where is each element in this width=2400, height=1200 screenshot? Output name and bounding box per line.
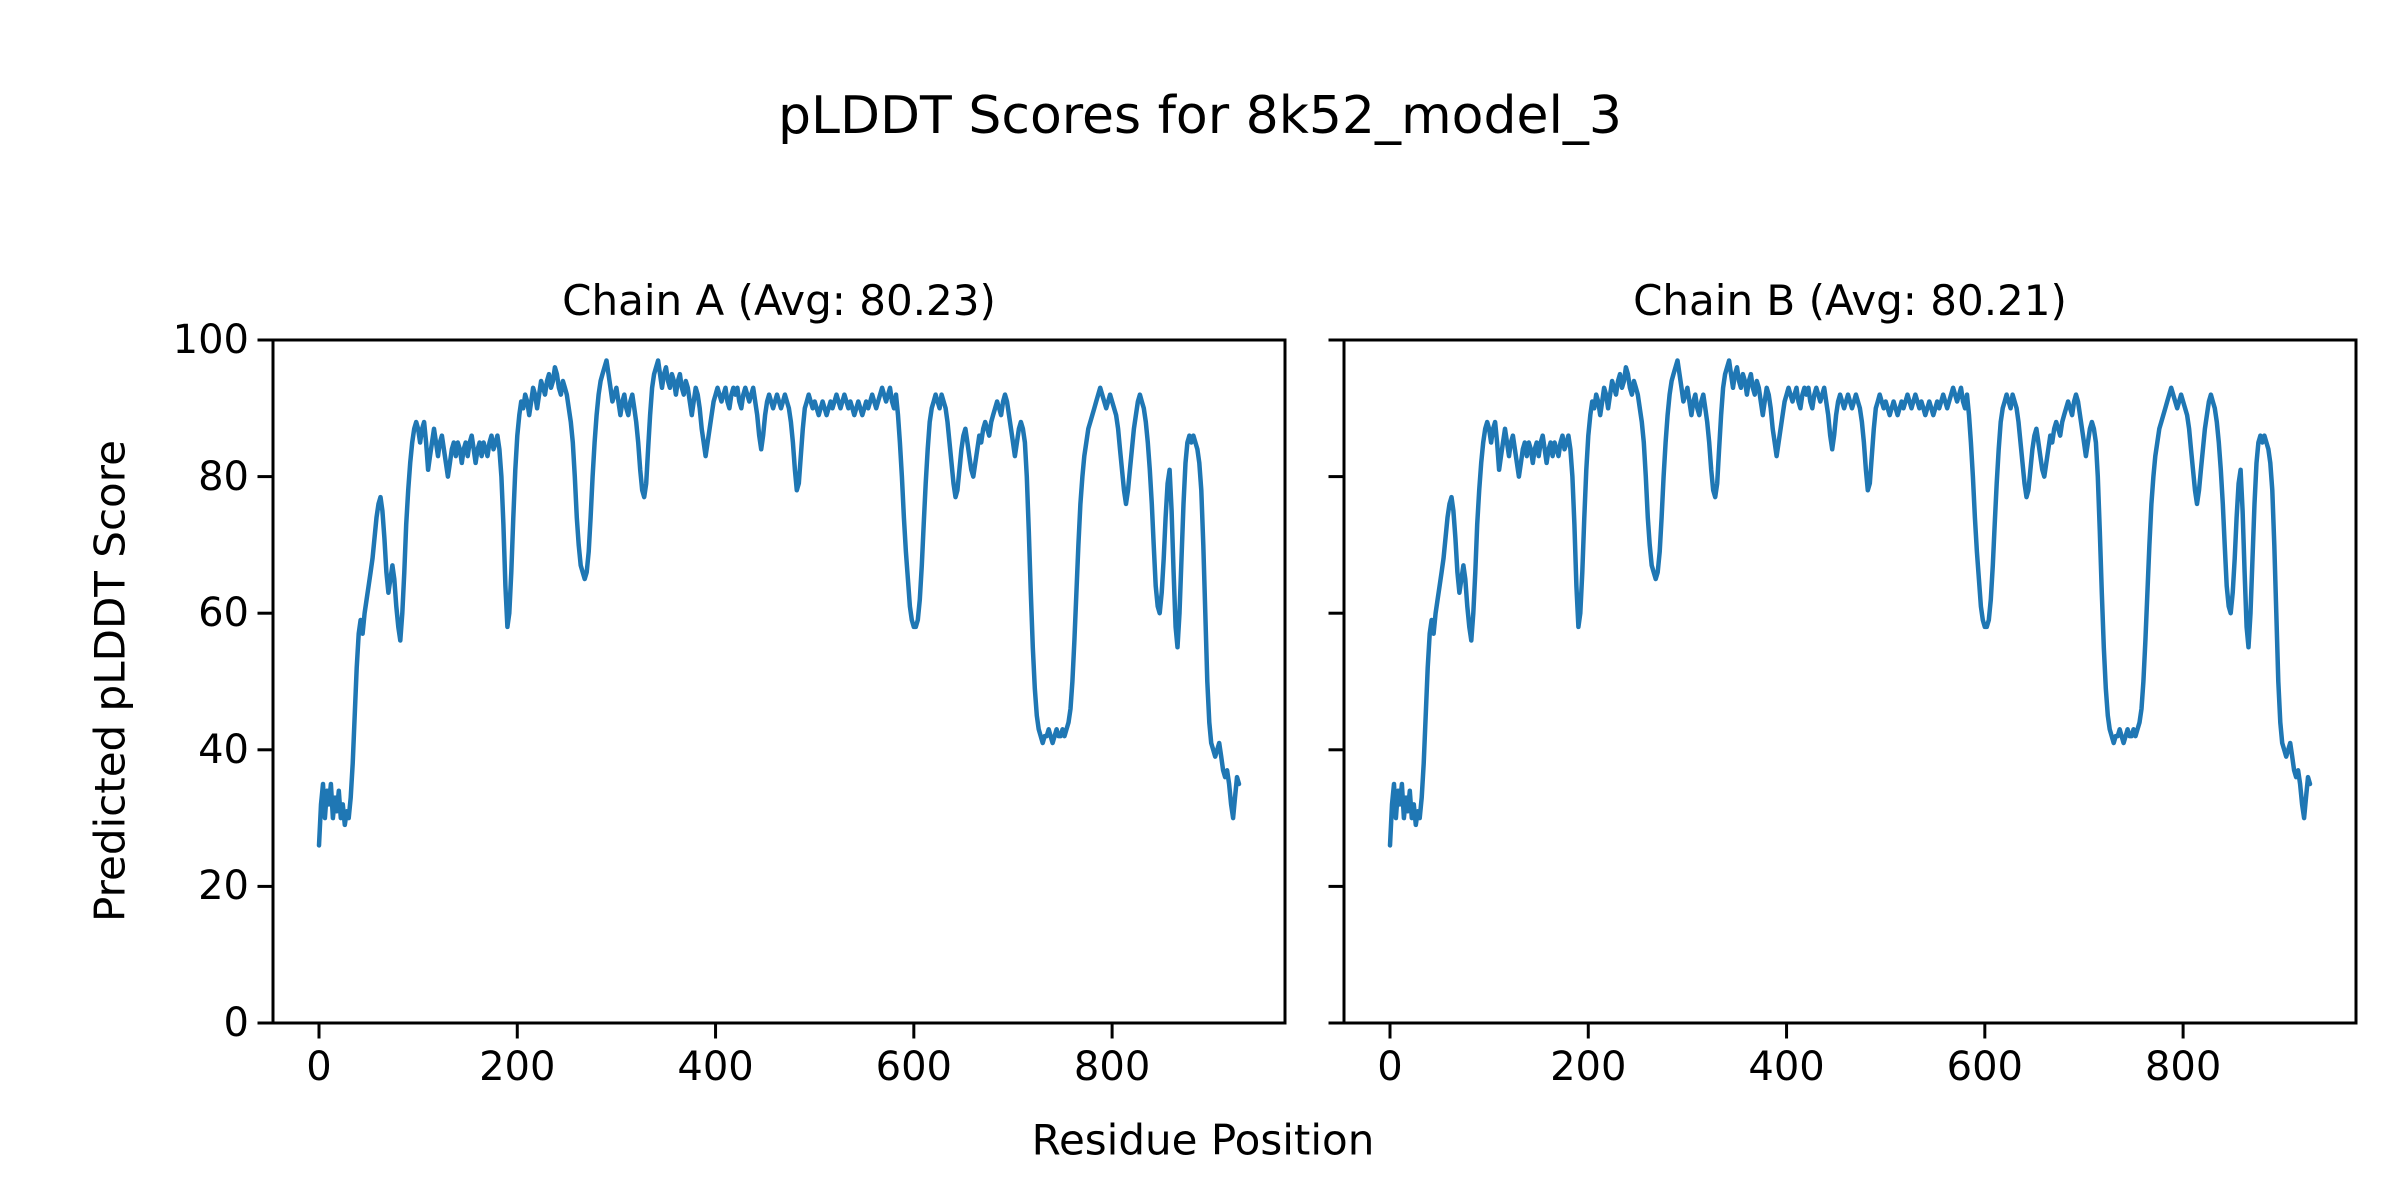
subplot-b-title: Chain B (Avg: 80.21) [1633, 276, 2067, 325]
x-tick-label: 600 [875, 1044, 952, 1090]
y-tick-label: 40 [198, 726, 249, 773]
y-tick-label: 60 [198, 590, 249, 637]
plddt-line-chain-b [1387, 358, 2313, 848]
x-tick-label: 800 [1073, 1044, 1151, 1090]
subplot-a-title: Chain A (Avg: 80.23) [562, 276, 996, 325]
plot-frame-chain-b [1342, 338, 2358, 1025]
plddt-line-chain-a [316, 358, 1242, 848]
x-tick-label: 400 [677, 1044, 754, 1090]
figure-title: pLDDT Scores for 8k52_model_3 [777, 86, 1623, 146]
x-tick-label: 200 [1550, 1044, 1627, 1090]
x-tick-label: 0 [306, 1044, 332, 1090]
x-axis-label: Residue Position [1031, 1115, 1375, 1165]
x-tick-label: 200 [479, 1044, 556, 1090]
x-tick-label: 600 [1946, 1044, 2023, 1090]
x-tick-label: 0 [1377, 1044, 1403, 1090]
y-tick-label: 0 [223, 1000, 249, 1046]
plot-frame-chain-a [271, 338, 1287, 1025]
y-tick-label: 100 [172, 317, 249, 363]
x-tick-label: 400 [1748, 1044, 1825, 1090]
y-tick-label: 20 [198, 863, 249, 910]
y-tick-label: 80 [198, 453, 249, 500]
x-tick-label: 800 [2144, 1044, 2222, 1090]
